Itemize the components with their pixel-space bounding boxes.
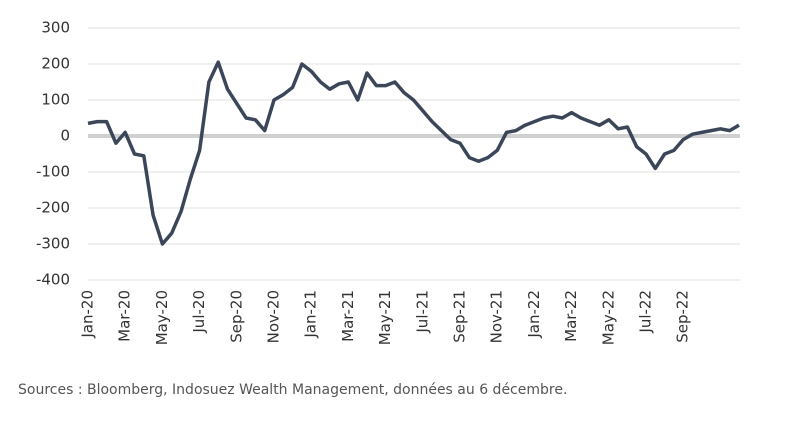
x-tick-label: Jul-22 [637, 290, 655, 334]
y-tick-label: -400 [36, 271, 70, 289]
x-tick-label: Mar-21 [339, 290, 357, 342]
y-tick-label: 200 [41, 55, 70, 73]
x-tick-label: May-22 [599, 290, 617, 345]
y-tick-label: 300 [41, 19, 70, 37]
y-tick-label: -100 [36, 163, 70, 181]
data-line [87, 60, 740, 246]
x-tick-label: Nov-21 [488, 290, 506, 343]
y-tick-label: 100 [41, 91, 70, 109]
x-tick-label: Jan-20 [79, 290, 97, 339]
x-tick-label: May-20 [153, 290, 171, 345]
x-tick-label: Jan-22 [525, 290, 543, 339]
x-tick-label: Nov-20 [265, 290, 283, 343]
y-tick-label: 0 [60, 127, 70, 145]
x-tick-label: Mar-22 [562, 290, 580, 342]
x-tick-label: Jul-21 [413, 290, 431, 334]
x-tick-label: Jan-21 [302, 290, 320, 339]
y-tick-label: -200 [36, 199, 70, 217]
x-tick-label: Mar-20 [116, 290, 134, 342]
x-tick-label: Jul-20 [190, 290, 208, 334]
source-note: Sources : Bloomberg, Indosuez Wealth Man… [18, 382, 567, 398]
x-tick-label: Sep-20 [227, 290, 245, 343]
x-tick-label: Sep-22 [674, 290, 692, 343]
y-tick-label: -300 [36, 235, 70, 253]
x-tick-label: May-21 [376, 290, 394, 345]
x-tick-label: Sep-21 [451, 290, 469, 343]
